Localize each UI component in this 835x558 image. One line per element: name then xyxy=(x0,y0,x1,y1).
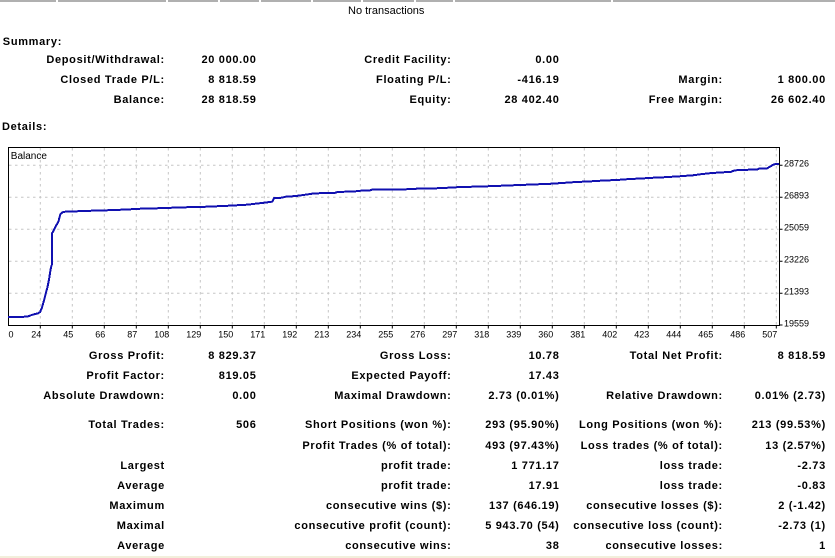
svg-text:19559: 19559 xyxy=(784,318,809,328)
svg-text:486: 486 xyxy=(730,329,745,339)
svg-text:45: 45 xyxy=(63,329,73,339)
svg-text:129: 129 xyxy=(186,329,201,339)
svg-text:255: 255 xyxy=(378,329,393,339)
svg-text:402: 402 xyxy=(602,329,617,339)
svg-text:24: 24 xyxy=(31,329,41,339)
svg-text:297: 297 xyxy=(442,329,457,339)
svg-text:213: 213 xyxy=(314,329,329,339)
svg-text:66: 66 xyxy=(95,329,105,339)
svg-text:234: 234 xyxy=(346,329,361,339)
svg-text:Balance: Balance xyxy=(11,151,48,162)
svg-text:25059: 25059 xyxy=(784,223,809,233)
svg-text:87: 87 xyxy=(127,329,137,339)
svg-text:192: 192 xyxy=(282,329,297,339)
svg-text:21393: 21393 xyxy=(784,287,809,297)
svg-text:360: 360 xyxy=(538,329,553,339)
svg-text:23226: 23226 xyxy=(784,255,809,265)
svg-text:381: 381 xyxy=(570,329,585,339)
svg-text:444: 444 xyxy=(666,329,681,339)
svg-text:108: 108 xyxy=(154,329,169,339)
svg-text:171: 171 xyxy=(250,329,265,339)
svg-text:0: 0 xyxy=(8,329,13,339)
svg-text:26893: 26893 xyxy=(784,191,809,201)
svg-text:150: 150 xyxy=(218,329,233,339)
svg-text:276: 276 xyxy=(410,329,425,339)
svg-text:318: 318 xyxy=(474,329,489,339)
svg-text:507: 507 xyxy=(762,329,777,339)
svg-text:423: 423 xyxy=(634,329,649,339)
svg-text:28726: 28726 xyxy=(784,159,809,169)
svg-text:339: 339 xyxy=(506,329,521,339)
svg-text:465: 465 xyxy=(698,329,713,339)
